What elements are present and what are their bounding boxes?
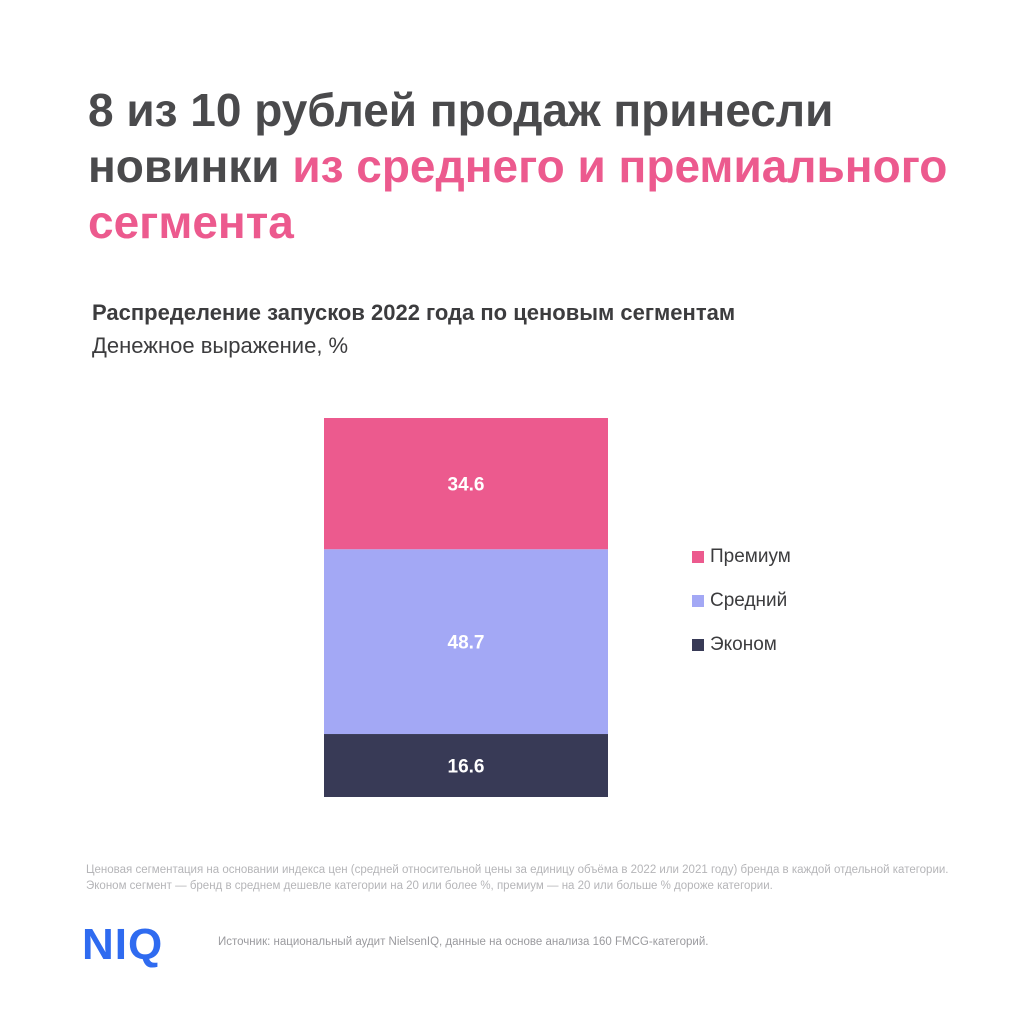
legend-item-economy: Эконом (692, 634, 791, 656)
chart-legend: Премиум Средний Эконом (692, 546, 791, 678)
bar-segment-middle (324, 549, 608, 735)
bar-segment-economy (324, 734, 608, 797)
source-note: Источник: национальный аудит NielsenIQ, … (218, 936, 709, 948)
niq-logo: NIQ (82, 920, 163, 970)
legend-swatch-economy (692, 639, 704, 651)
data-label-premium: 34.6 (448, 475, 485, 496)
legend-item-premium: Премиум (692, 546, 791, 568)
bar-segment-premium (324, 418, 608, 550)
headline-accent: из среднего и премиального сегмента (88, 140, 948, 248)
chart-title: Распределение запусков 2022 года по цено… (92, 300, 736, 325)
footnote: Ценовая сегментация на основании индекса… (86, 864, 949, 892)
legend-label-premium: Премиум (710, 546, 791, 567)
data-label-economy: 16.6 (448, 757, 485, 778)
chart-subtitle: Денежное выражение, % (92, 333, 349, 358)
legend-swatch-premium (692, 551, 704, 563)
data-label-middle: 48.7 (448, 633, 485, 654)
logo-text: NIQ (82, 920, 164, 969)
legend-label-middle: Средний (710, 590, 788, 611)
legend-swatch-middle (692, 595, 704, 607)
legend-item-middle: Средний (692, 590, 791, 612)
legend-label-economy: Эконом (710, 634, 777, 655)
headline: 8 из 10 рублей продаж принесли новинки и… (88, 82, 988, 250)
headline-part1: 8 из 10 рублей продаж принесли новинки (88, 84, 834, 192)
